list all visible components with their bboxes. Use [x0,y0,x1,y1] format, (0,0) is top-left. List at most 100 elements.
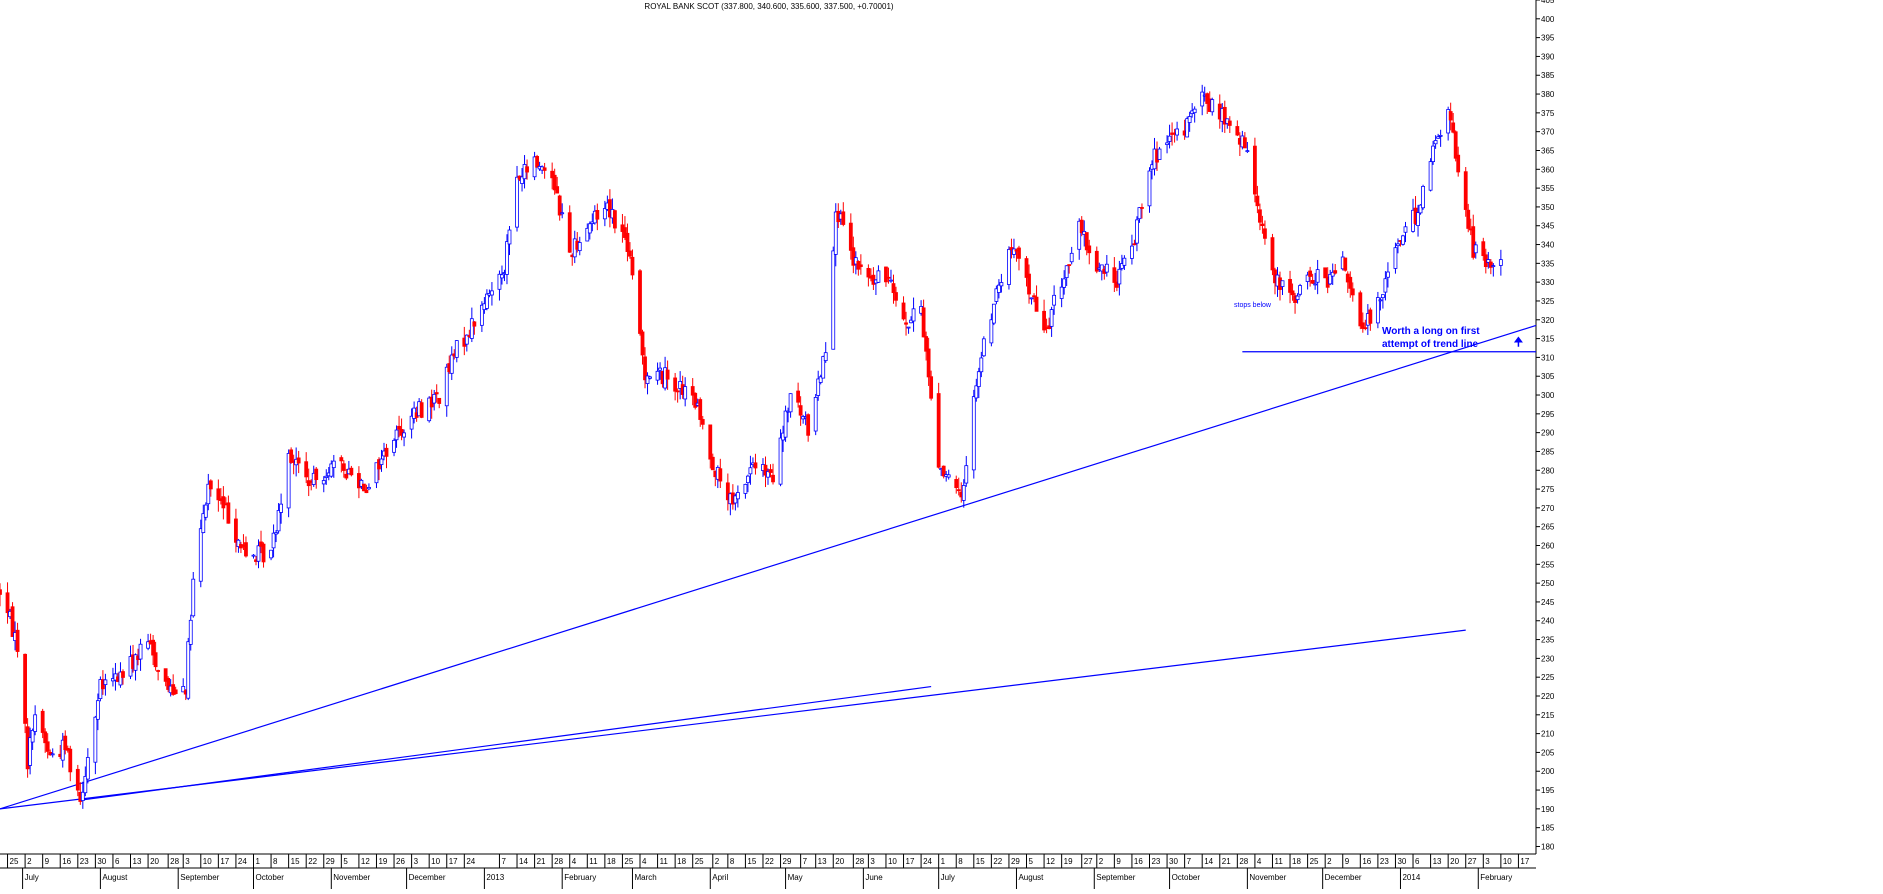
bar-body [362,483,366,492]
bar-body [628,250,632,257]
date-tick-label: 28 [1239,857,1248,866]
bar-body [1358,292,1363,327]
date-tick-label: 23 [80,857,89,866]
date-tick-label: 16 [1134,857,1143,866]
bar-body [216,488,221,501]
bar-body [497,273,502,290]
bar-body [595,209,600,220]
bar-body [1222,106,1227,125]
bar-body [630,256,635,276]
date-tick-label: 21 [1222,857,1231,866]
bar-body [743,483,748,494]
date-tick-label: 12 [1046,857,1055,866]
bar-body [648,376,652,379]
steep-trendline [0,324,1537,810]
price-tick-label: 220 [1541,692,1555,701]
date-tick-label: 28 [554,857,563,866]
bar-body [1401,235,1405,245]
bar-body [989,319,994,344]
bar-body [1270,237,1275,271]
bar-body [1260,223,1265,227]
price-tick-label: 195 [1541,786,1555,795]
bar-body [1348,276,1353,289]
bar-body [1119,263,1124,269]
bar-body [550,170,555,179]
bar-body [1024,258,1029,278]
bar-body [1147,170,1152,207]
bar-body [80,791,85,801]
date-tick-label: 16 [1362,857,1371,866]
bar-body [85,757,90,780]
bar-body [151,639,155,656]
bar-body [402,432,406,438]
date-tick-label: 3 [414,857,419,866]
bar-body [658,367,662,371]
bar-body [1117,268,1122,285]
bar-body [1328,273,1333,285]
bar-body [1453,131,1458,159]
bar-body [83,776,88,794]
date-tick-label: 22 [765,857,774,866]
bar-body [0,589,2,595]
bar-body [1263,228,1267,239]
bar-body [665,369,670,380]
bar-body [75,768,80,791]
month-label: October [1172,873,1201,882]
bar-body [208,480,213,490]
bar-body [851,247,856,266]
month-label: July [941,873,955,882]
bar-body [1368,309,1373,324]
bar-body [1069,252,1074,263]
bar-body [700,419,705,425]
bar-body [1305,274,1310,282]
date-tick-label: 10 [431,857,440,866]
price-tick-label: 350 [1541,203,1555,212]
bar-body [479,304,484,326]
bar-body [1330,271,1335,277]
bar-body [1295,295,1300,301]
bar-body [1079,219,1084,234]
price-tick-label: 315 [1541,335,1555,344]
bar-body [1403,226,1408,233]
bar-body [33,714,38,732]
bar-body [28,737,33,766]
bar-body [979,357,984,373]
price-tick-label: 390 [1541,52,1555,61]
date-tick-label: 27 [1468,857,1477,866]
date-tick-label: 24 [466,857,475,866]
bar-body [505,241,509,275]
bar-body [954,479,959,489]
bar-body [1132,243,1137,246]
bar-body [997,284,1001,293]
price-tick-label: 340 [1541,241,1555,250]
month-label: July [25,873,39,882]
bar-body [1114,281,1119,288]
bar-body [823,352,828,362]
price-tick-label: 285 [1541,447,1555,456]
date-tick-label: 28 [170,857,179,866]
price-tick-label: 235 [1541,636,1555,645]
price-tick-label: 260 [1541,542,1555,551]
bar-body [1486,259,1491,263]
bar-body [1067,264,1072,266]
bar-body [936,393,941,468]
bar-body [921,307,926,338]
date-tick-label: 24 [238,857,247,866]
bar-body [748,467,753,475]
bar-body [1253,145,1257,195]
bar-body [725,482,730,501]
date-tick-label: 25 [695,857,704,866]
date-tick-label: 29 [783,857,792,866]
bar-body [367,486,371,490]
bar-body [640,331,645,356]
date-tick-label: 6 [115,857,120,866]
bar-body [613,210,617,229]
bar-body [515,176,519,228]
price-tick-label: 280 [1541,466,1555,475]
shallow-trendline [0,629,1466,810]
bar-body [153,652,158,668]
bar-body [449,354,454,374]
bar-body [1498,259,1503,266]
bar-body [201,513,206,533]
bar-body [1087,245,1092,254]
